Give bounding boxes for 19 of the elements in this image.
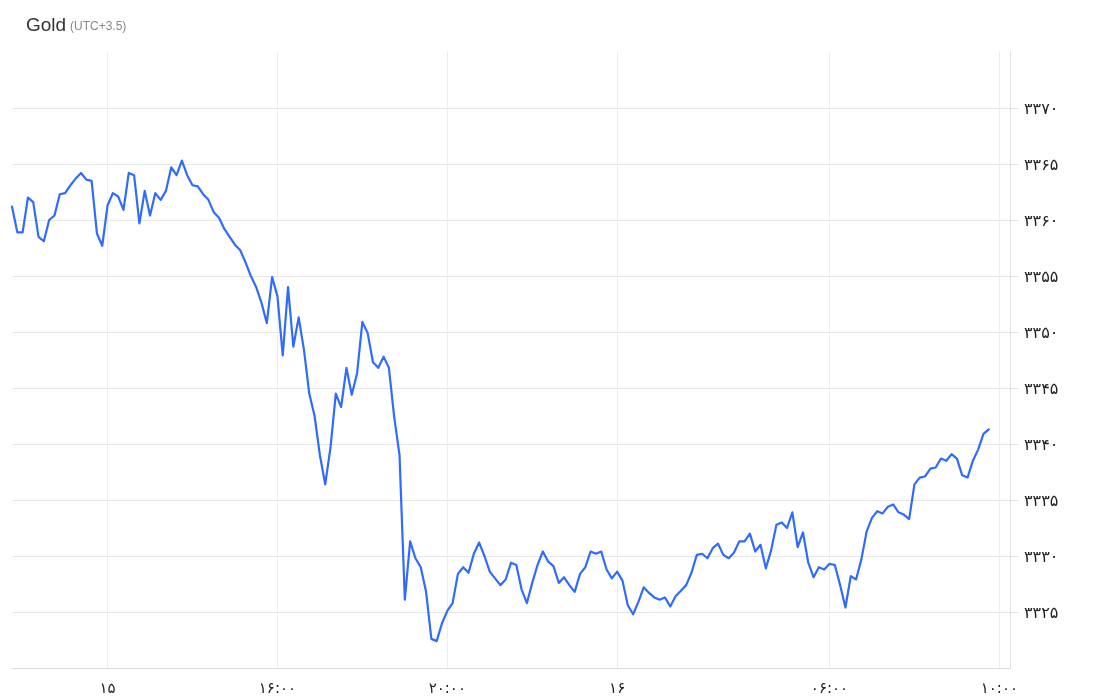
y-tick-label: ۳۳۵۵ [1024,266,1059,286]
y-tick-label: ۳۳۵۰ [1024,322,1059,342]
y-tick-label: ۳۳۳۵ [1024,490,1059,510]
chart-title: Gold [26,14,67,35]
y-tick-label: ۳۳۳۰ [1024,546,1059,566]
x-tick-label: ۱۵ [99,678,116,697]
y-tick-label: ۳۳۲۵ [1024,602,1059,622]
x-tick-label: ۱۰:۰۰ [980,678,1019,697]
x-tick-label: ۱۶:۰۰ [258,678,297,697]
y-tick-label: ۳۳۶۰ [1024,210,1059,230]
chart-subtitle: (UTC+3.5) [70,19,127,33]
x-tick-label: ۱۶ [609,678,626,697]
y-tick-label: ۳۳۴۰ [1024,434,1059,454]
x-tick-label: ۰۶:۰۰ [810,678,849,697]
line-series [10,159,990,643]
y-tick-label: ۳۳۶۵ [1024,154,1059,174]
y-tick-label: ۳۳۷۰ [1024,98,1059,118]
y-tick-label: ۳۳۴۵ [1024,378,1059,398]
x-tick-label: ۲۰:۰۰ [428,678,466,697]
